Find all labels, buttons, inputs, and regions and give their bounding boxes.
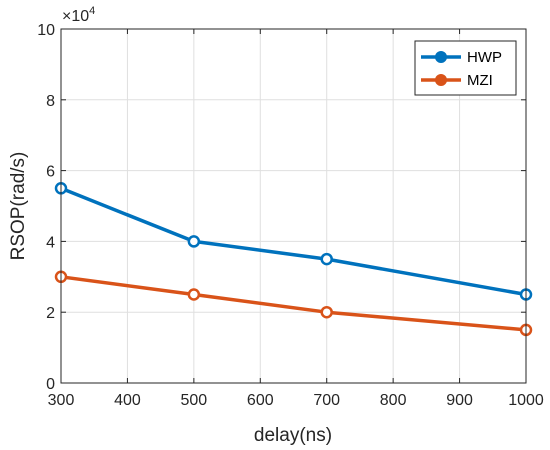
data-point-mzi <box>320 305 333 319</box>
axes <box>60 28 527 384</box>
y-axis-label: RSOP(rad/s) <box>8 152 29 261</box>
x-axis-label: delay(ns) <box>254 425 332 446</box>
x-tick-label: 1000 <box>508 392 544 409</box>
y-tick-label: 2 <box>46 305 55 322</box>
legend-label-hwp: HWP <box>467 49 502 66</box>
axes-box <box>60 28 527 384</box>
legend: HWP MZI <box>414 40 517 96</box>
series-line-hwp <box>60 186 527 297</box>
x-tick-label: 300 <box>48 392 75 409</box>
legend-marker-mzi <box>435 74 447 86</box>
x-tick-label: 400 <box>114 392 141 409</box>
series-layer <box>54 182 533 337</box>
data-point-hwp <box>187 235 201 248</box>
tick-labels: 300 400 500 600 700 800 900 1000 0 2 4 6 8 10 <box>37 22 544 409</box>
x-tick-label: 700 <box>313 392 340 409</box>
x-tick-label: 600 <box>247 392 274 409</box>
y-tick-label: 6 <box>46 164 55 181</box>
y-tick-label: 10 <box>37 22 55 39</box>
x-tick-label: 500 <box>181 392 208 409</box>
legend-marker-hwp <box>435 51 447 63</box>
series-line-mzi <box>60 275 527 332</box>
data-point-hwp <box>320 252 333 266</box>
y-axis-exponent: ×104 <box>62 5 95 25</box>
x-tick-label: 900 <box>446 392 473 409</box>
y-tick-label: 4 <box>46 234 55 251</box>
legend-label-mzi: MZI <box>467 72 493 89</box>
data-point-mzi <box>187 288 201 301</box>
y-tick-label: 0 <box>46 376 55 393</box>
y-tick-label: 8 <box>46 93 55 110</box>
x-tick-label: 800 <box>380 392 407 409</box>
legend-box <box>414 40 517 96</box>
